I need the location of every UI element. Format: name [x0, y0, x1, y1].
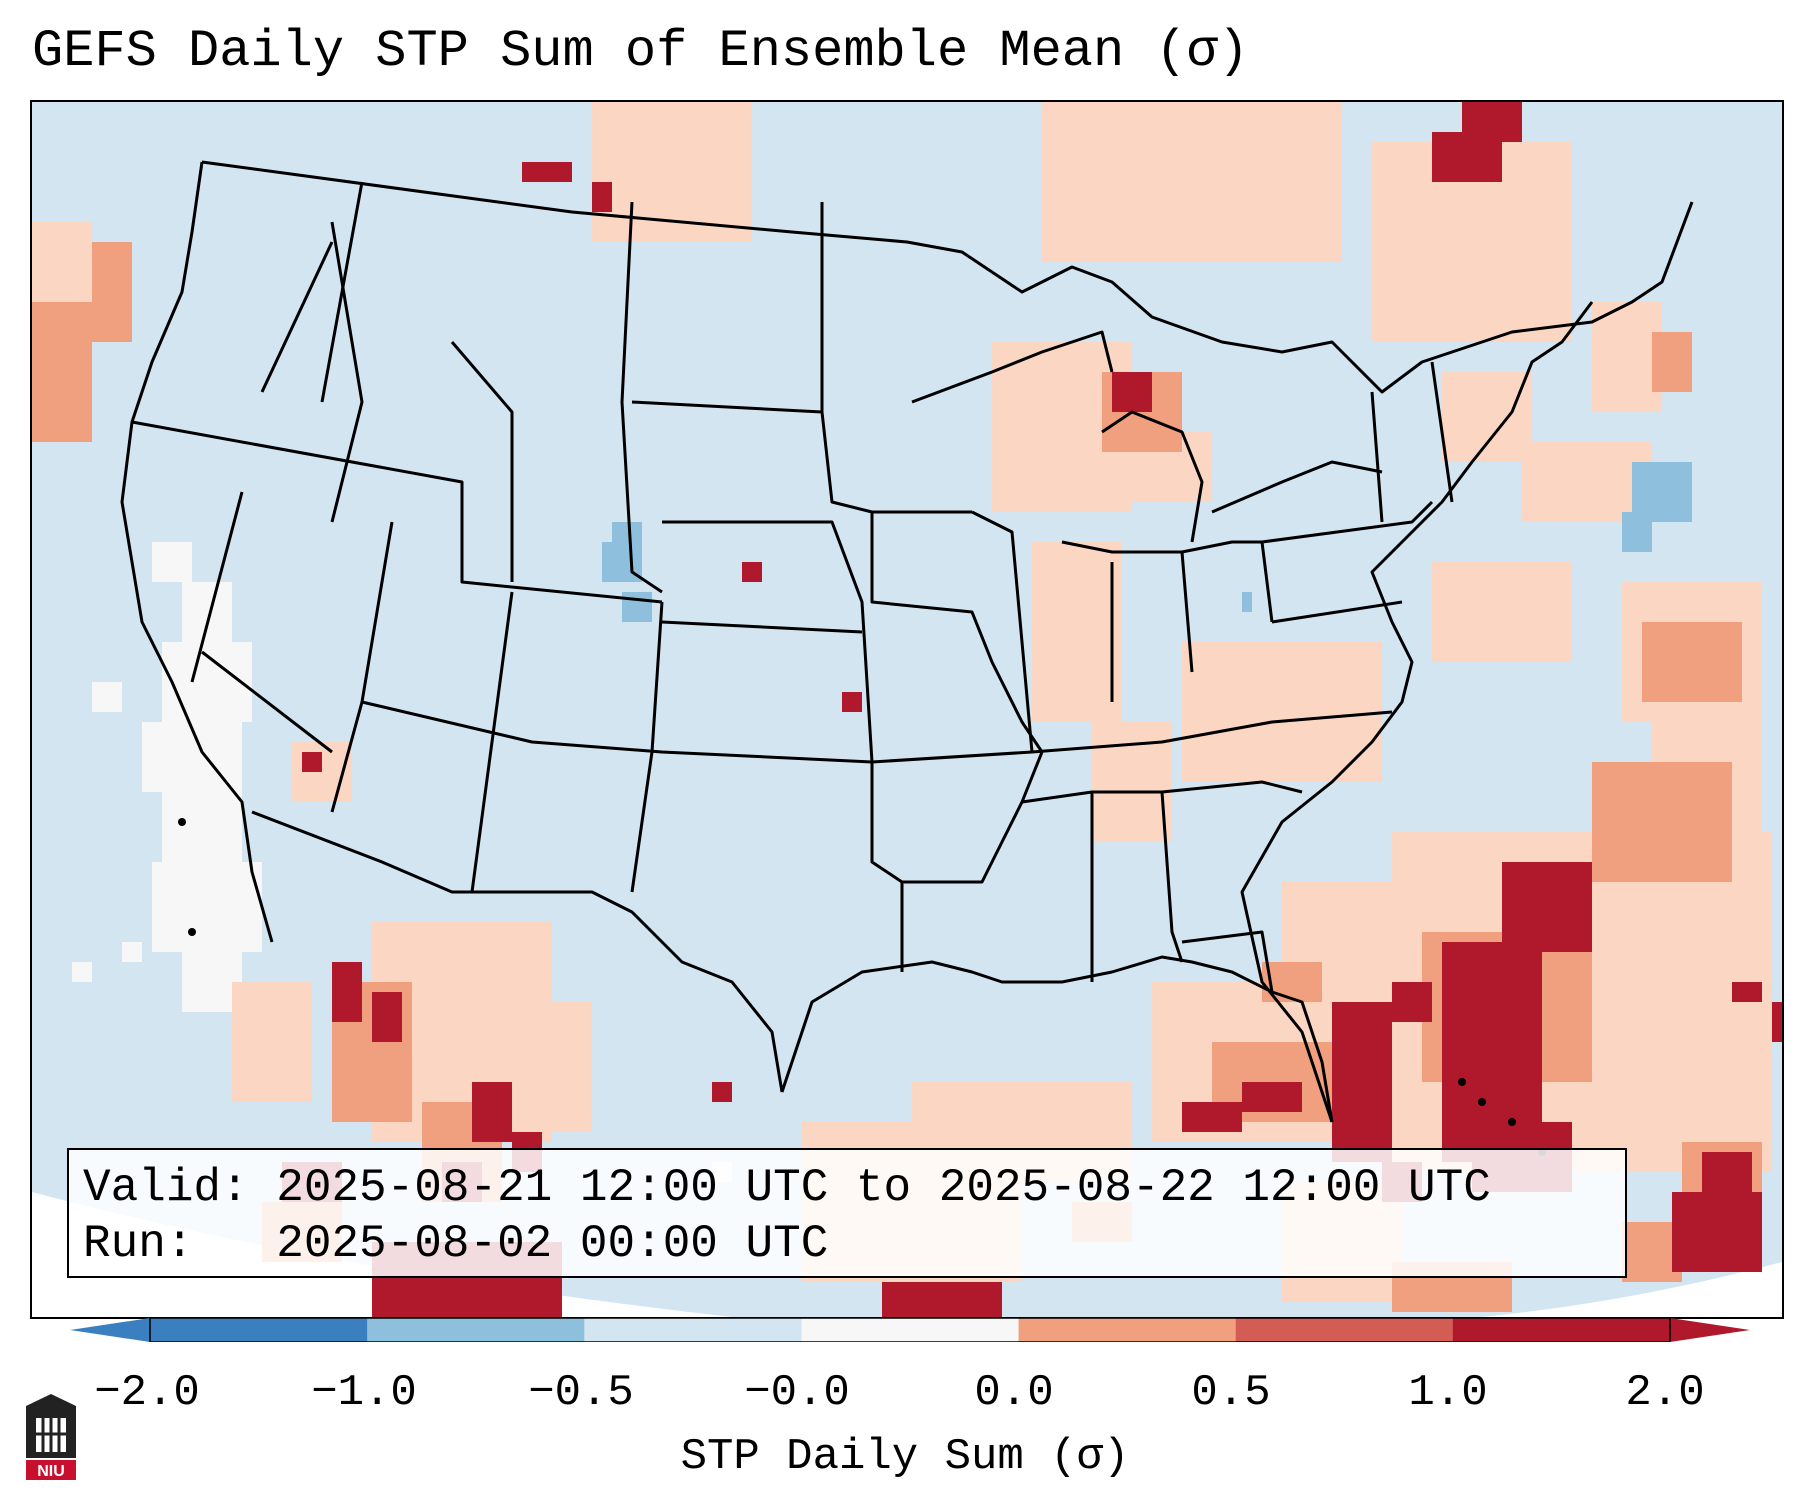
- map-canvas: [32, 102, 1782, 1317]
- west-coast: [120, 161, 274, 943]
- map-panel: [30, 100, 1784, 1319]
- off-domain-bottom-left: [32, 1192, 732, 1317]
- lake-michigan: [1101, 410, 1204, 543]
- colorbar-left-extension: [70, 1318, 150, 1342]
- colorbar-segment: [150, 1318, 368, 1342]
- mexico-border: [251, 810, 784, 1093]
- valid-time-text: Valid: 2025-08-21 12:00 UTC to 2025-08-2…: [83, 1162, 1491, 1214]
- colorbar-segment: [1235, 1318, 1454, 1342]
- validity-info-box: Valid: 2025-08-21 12:00 UTC to 2025-08-2…: [67, 1148, 1627, 1278]
- colorbar-segment: [1452, 1318, 1671, 1342]
- niu-logo-text: NIU: [37, 1463, 65, 1480]
- run-time-text: Run: 2025-08-02 00:00 UTC: [83, 1218, 829, 1270]
- figure-title: GEFS Daily STP Sum of Ensemble Mean (σ): [32, 22, 1249, 81]
- colorbar-tick-label: −0.0: [744, 1368, 850, 1418]
- colorbar-tick-label: 2.0: [1625, 1368, 1705, 1418]
- colorbar-tick-label: −0.5: [528, 1368, 634, 1418]
- colorbar-tick-label: 0.0: [974, 1368, 1054, 1418]
- canada-border: [201, 160, 1694, 394]
- colorbar-segment: [1018, 1318, 1237, 1342]
- colorbar-label: STP Daily Sum (σ): [680, 1432, 1130, 1482]
- state-boundaries: [120, 160, 1694, 1123]
- colorbar-tick-label: 1.0: [1408, 1368, 1488, 1418]
- colorbar-segment: [801, 1318, 1020, 1342]
- colorbar-tick-label: 0.5: [1191, 1368, 1271, 1418]
- colorbar: [70, 1318, 1750, 1342]
- gulf-coast: [780, 955, 1334, 1123]
- east-coast: [1240, 301, 1594, 1123]
- colorbar-segment: [367, 1318, 585, 1342]
- niu-logo: NIU: [26, 1394, 76, 1480]
- colorbar-tick-label: −2.0: [94, 1368, 200, 1418]
- colorbar-tick-label: −1.0: [311, 1368, 417, 1418]
- colorbar-outline: [149, 1318, 1671, 1342]
- off-domain-bottom-right: [1482, 1262, 1782, 1317]
- lake-erie: [1211, 460, 1383, 514]
- great-lakes-shore: [911, 330, 1114, 404]
- colorbar-right-extension: [1670, 1318, 1750, 1342]
- colorbar-segment: [584, 1318, 802, 1342]
